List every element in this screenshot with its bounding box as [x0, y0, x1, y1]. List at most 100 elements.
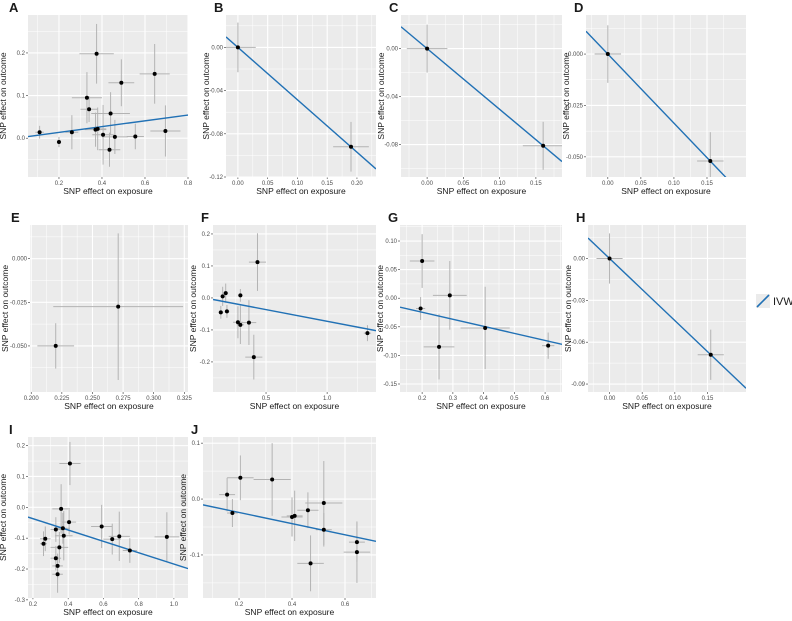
- snp-point: [55, 572, 60, 577]
- panel-label: E: [11, 210, 20, 225]
- x-axis-title: SNP effect on exposure: [245, 607, 335, 617]
- plot-marks: [226, 22, 376, 172]
- x-tick-label: 0.10: [669, 396, 681, 402]
- snp-point: [55, 563, 60, 568]
- y-axis-title: SNP effect on outcome: [188, 265, 198, 352]
- snp-point: [116, 304, 121, 309]
- x-tick-label: 0.4: [288, 602, 297, 608]
- y-tick-label: 0.2: [17, 444, 26, 450]
- snp-point: [225, 492, 230, 497]
- y-axis-title: SNP effect on outcome: [0, 474, 8, 561]
- snp-point: [87, 107, 92, 112]
- snp-point: [107, 147, 112, 152]
- snp-point: [119, 80, 124, 85]
- y-axis-title: SNP effect on outcome: [563, 265, 573, 352]
- snp-point: [61, 533, 66, 538]
- x-tick-label: 0.00: [604, 396, 616, 402]
- x-tick-label: 0.250: [85, 396, 101, 402]
- y-tick-label: -0.2: [15, 567, 26, 573]
- x-tick-label: 0.5: [262, 396, 271, 402]
- y-tick-label: -0.050: [566, 155, 584, 161]
- x-tick-label: 0.4: [98, 181, 107, 187]
- y-tick-label: 0.0: [192, 497, 201, 503]
- y-tick-label: 0.1: [17, 94, 26, 100]
- x-tick-label: 0.2: [235, 602, 244, 608]
- x-tick-label: 0.3: [449, 396, 458, 402]
- snp-point: [53, 556, 58, 561]
- panel-label: B: [214, 0, 223, 15]
- y-axis-title: SNP effect on outcome: [0, 265, 10, 352]
- x-axis-title: SNP effect on exposure: [437, 186, 527, 196]
- y-tick-label: -0.1: [190, 553, 201, 559]
- x-tick-label: 0.275: [116, 396, 132, 402]
- snp-point: [425, 46, 430, 51]
- x-tick-label: 0.10: [668, 181, 680, 187]
- plot-marks: [400, 234, 562, 380]
- y-tick-label: -0.10: [383, 353, 397, 359]
- x-tick-label: 0.15: [701, 181, 713, 187]
- snp-point: [255, 260, 260, 265]
- y-tick-label: 0.1: [202, 264, 211, 270]
- snp-point: [305, 508, 310, 513]
- ivw-regression-line: [400, 306, 562, 345]
- x-tick-label: 0.05: [458, 181, 470, 187]
- y-tick-label: -0.03: [571, 298, 585, 304]
- x-tick-label: 0.8: [134, 602, 143, 608]
- plot-marks: [28, 441, 188, 593]
- snp-point: [292, 513, 297, 518]
- x-tick-label: 0.05: [262, 181, 274, 187]
- y-tick-label: 0.2: [17, 51, 26, 57]
- y-tick-label: 0.000: [568, 52, 584, 58]
- legend: IVW: [756, 294, 792, 308]
- plot-background: [203, 437, 376, 598]
- snp-point: [220, 294, 225, 299]
- x-tick-label: 0.15: [530, 181, 542, 187]
- snp-point: [127, 548, 132, 553]
- snp-point: [152, 71, 157, 76]
- y-tick-label: -0.09: [571, 382, 585, 388]
- y-tick-label: 0.10: [385, 239, 397, 245]
- x-tick-label: 0.5: [510, 396, 519, 402]
- y-tick-label: 0.00: [573, 256, 585, 262]
- snp-point: [321, 527, 326, 532]
- x-tick-label: 0.2: [29, 602, 38, 608]
- y-axis-title: SNP effect on outcome: [375, 265, 385, 352]
- snp-point: [164, 534, 169, 539]
- y-tick-label: -0.025: [566, 103, 584, 109]
- plot-background: [586, 15, 746, 177]
- x-tick-label: 0.05: [636, 396, 648, 402]
- panel-d: 0.00 0.05 0.10 0.15 0.000 -0.025 -0.050 SNP eff…: [561, 0, 746, 196]
- snp-point: [108, 111, 113, 116]
- x-axis-title: SNP effect on exposure: [621, 186, 711, 196]
- snp-point: [95, 126, 100, 131]
- y-tick-label: -0.1: [200, 328, 211, 334]
- x-tick-label: 0.325: [177, 396, 193, 402]
- x-tick-label: 0.15: [702, 396, 714, 402]
- snp-point: [110, 537, 115, 542]
- panel-label: J: [191, 422, 198, 437]
- plot-marks: [37, 233, 184, 380]
- snp-point: [349, 144, 353, 149]
- y-tick-label: 0.00: [211, 45, 223, 51]
- snp-point: [59, 506, 64, 511]
- snp-point: [238, 322, 243, 327]
- plot-marks: [28, 23, 188, 167]
- snp-point: [53, 343, 58, 348]
- ivw-regression-line: [28, 114, 188, 138]
- snp-point: [224, 309, 229, 314]
- snp-point: [418, 306, 423, 311]
- y-axis-title: SNP effect on outcome: [376, 52, 386, 139]
- x-tick-label: 0.6: [141, 181, 150, 187]
- panel-label: I: [9, 422, 13, 437]
- plot-background: [28, 437, 188, 598]
- panel-j: 0.2 0.4 0.6 0.1 0.0 -0.1 SNP effect on exposur…: [178, 422, 376, 617]
- snp-point: [246, 320, 251, 325]
- y-axis-title: SNP effect on outcome: [561, 52, 571, 139]
- x-tick-label: 0.00: [421, 181, 433, 187]
- x-tick-label: 0.15: [321, 181, 333, 187]
- snp-point: [607, 256, 612, 261]
- x-tick-label: 0.4: [479, 396, 488, 402]
- snp-point: [41, 541, 46, 546]
- snp-point: [270, 477, 275, 482]
